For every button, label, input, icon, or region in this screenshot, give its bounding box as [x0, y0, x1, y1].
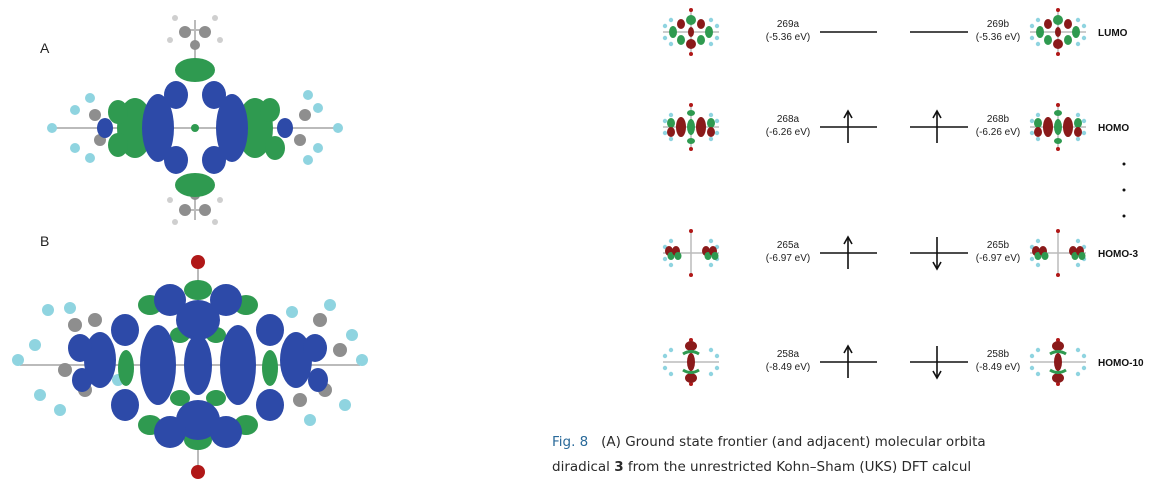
- alpha-orbital-label-2: 265a: [777, 240, 800, 251]
- alpha-orbital-label-1: 268a: [777, 114, 800, 125]
- beta-orbital-label-2: 265b: [987, 240, 1010, 251]
- panel-label-a: A: [40, 40, 50, 56]
- figure-caption: Fig. 8 (A) Ground state frontier (and ad…: [552, 430, 1169, 480]
- compound-number: 3: [614, 459, 624, 475]
- molecule-a-orbital: [47, 15, 343, 225]
- caption-text-1: (A) Ground state frontier (and adjacent)…: [601, 434, 986, 450]
- orbital-icon-beta-3: [1029, 338, 1087, 386]
- beta-orbital-energy-3: (-8.49 eV): [976, 362, 1020, 373]
- orbital-icon-alpha-0: [662, 8, 720, 56]
- orbital-energy-diagram: 269a (-5.36 eV) 269b (-5.36 eV) LUMO 268a (-6.…: [662, 8, 1144, 386]
- alpha-orbital-energy-2: (-6.97 eV): [766, 253, 810, 264]
- alpha-orbital-label-3: 258a: [777, 349, 800, 360]
- beta-spin-arrow-1: [932, 109, 942, 143]
- orbital-name-0: LUMO: [1098, 28, 1128, 39]
- orbital-icon-beta-2: [1029, 229, 1087, 277]
- orbital-name-3: HOMO-10: [1098, 358, 1144, 369]
- caption-line-1: Fig. 8 (A) Ground state frontier (and ad…: [552, 430, 1169, 455]
- alpha-spin-arrow-1: [843, 109, 853, 143]
- orbital-icon-beta-0: [1029, 8, 1087, 56]
- alpha-spin-arrow-3: [843, 344, 853, 378]
- alpha-orbital-label-0: 269a: [777, 19, 800, 30]
- orbital-name-1: HOMO: [1098, 123, 1129, 134]
- beta-spin-arrow-3: [932, 346, 942, 380]
- orbital-icon-alpha-1: [662, 103, 720, 151]
- beta-orbital-label-3: 258b: [987, 349, 1010, 360]
- beta-spin-arrow-2: [932, 237, 942, 271]
- beta-orbital-energy-1: (-6.26 eV): [976, 127, 1020, 138]
- alpha-spin-arrow-2: [843, 235, 853, 269]
- caption-text-2b: from the unrestricted Kohn–Sham (UKS) DF…: [623, 459, 972, 475]
- orbital-name-2: HOMO-3: [1098, 249, 1138, 260]
- beta-orbital-energy-0: (-5.36 eV): [976, 32, 1020, 43]
- orbital-icon-beta-1: [1029, 103, 1087, 151]
- molecule-b-spin-density: [12, 255, 368, 479]
- orbital-icon-alpha-2: [662, 229, 720, 277]
- caption-text-2a: diradical: [552, 459, 615, 475]
- caption-line-2: diradical 3 from the unrestricted Kohn–S…: [552, 455, 1169, 480]
- alpha-orbital-energy-3: (-8.49 eV): [766, 362, 810, 373]
- figure-label: Fig. 8: [552, 434, 589, 450]
- beta-orbital-energy-2: (-6.97 eV): [976, 253, 1020, 264]
- alpha-orbital-energy-0: (-5.36 eV): [766, 32, 810, 43]
- beta-orbital-label-0: 269b: [987, 19, 1010, 30]
- alpha-orbital-energy-1: (-6.26 eV): [766, 127, 810, 138]
- beta-orbital-label-1: 268b: [987, 114, 1010, 125]
- panel-label-b: B: [40, 233, 50, 249]
- orbital-icon-alpha-3: [662, 338, 720, 386]
- ellipsis-dots: [1122, 162, 1126, 218]
